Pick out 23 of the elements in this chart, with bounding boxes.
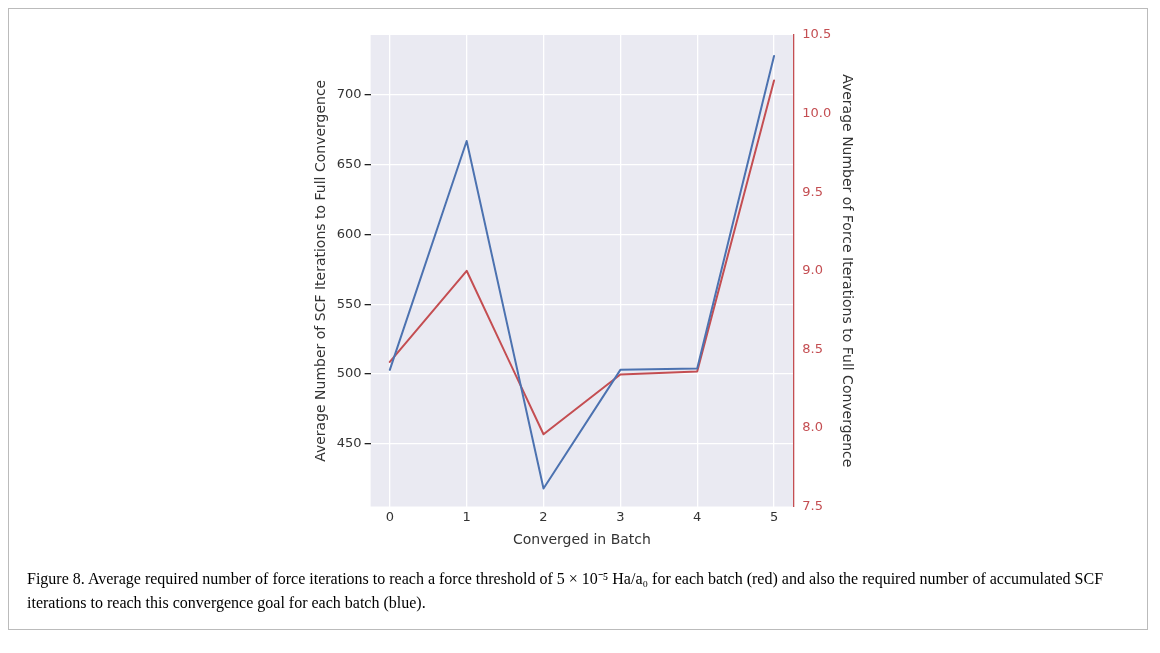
y-tick-label: 550: [336, 295, 362, 311]
x-tick-label: 1: [462, 508, 471, 524]
y2-tick-label: 8.0: [802, 419, 823, 435]
y-tick-label: 500: [336, 365, 362, 381]
x-tick-label: 3: [616, 508, 625, 524]
y-tick-label: 650: [336, 156, 362, 172]
y2-tick-label: 9.5: [802, 183, 823, 199]
y-tick-label: 700: [336, 86, 362, 102]
y2-tick-label: 8.5: [802, 340, 823, 356]
x-tick-label: 5: [769, 508, 779, 524]
y-axis-title: Average Number of SCF Iterations to Full Convergence: [312, 79, 329, 462]
y-tick-label: 600: [336, 225, 362, 241]
y-tick-label: 450: [336, 435, 362, 451]
x-axis-title: Converged in Batch: [512, 531, 651, 548]
y2-axis-title: Average Number of Force Iterations to Full Convergence: [839, 74, 856, 468]
caption: Figure 8. Average required number of force iterations to reach a force threshold of 5 × 10⁻⁵ Ha/a₀ for each batch (red) and also the required number of accumulated SCF iterations to reach this convergence goal for each batch (blue).: [27, 569, 1105, 614]
x-tick-label: 4: [693, 508, 702, 524]
y2-tick-label: 9.0: [802, 262, 823, 278]
y2-tick-label: 10.0: [802, 104, 832, 120]
y2-tick-label: 10.5: [802, 26, 832, 42]
x-tick-label: 0: [385, 508, 394, 524]
x-tick-label: 2: [539, 508, 548, 524]
y2-tick-label: 7.5: [802, 497, 823, 513]
